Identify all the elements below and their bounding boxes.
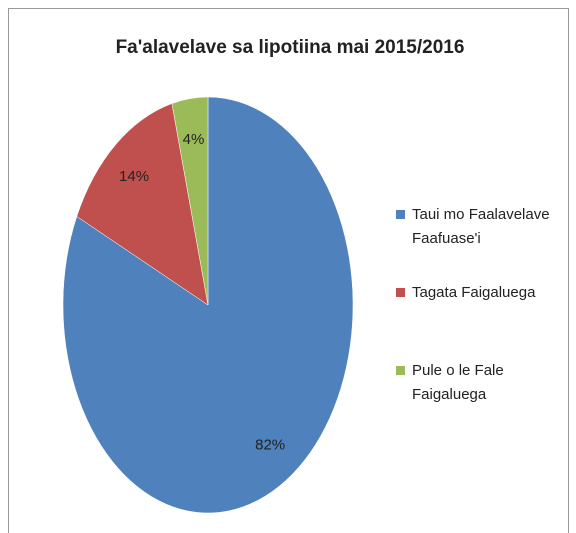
legend-swatch (396, 288, 405, 297)
legend-swatch (396, 210, 405, 219)
pie-slice (76, 103, 209, 306)
data-label: 82% (255, 436, 285, 453)
data-label: 4% (183, 131, 205, 148)
chart-title: Fa'alavelave sa lipotiina mai 2015/2016 (116, 37, 465, 58)
legend-item: Tagata Faigaluega (396, 281, 556, 305)
legend-swatch (396, 366, 405, 375)
legend-item: Pule o le Fale Faigaluega (396, 359, 556, 407)
chart-frame (8, 8, 569, 533)
pie-slice (171, 96, 209, 306)
legend-item: Taui mo Faalavelave Faafuase'i (396, 203, 556, 251)
legend-label: Tagata Faigaluega (412, 284, 536, 301)
data-label: 14% (119, 168, 149, 185)
legend-label: Taui mo Faalavelave Faafuase'i (412, 206, 550, 247)
legend-label: Pule o le Fale Faigaluega (412, 362, 504, 403)
